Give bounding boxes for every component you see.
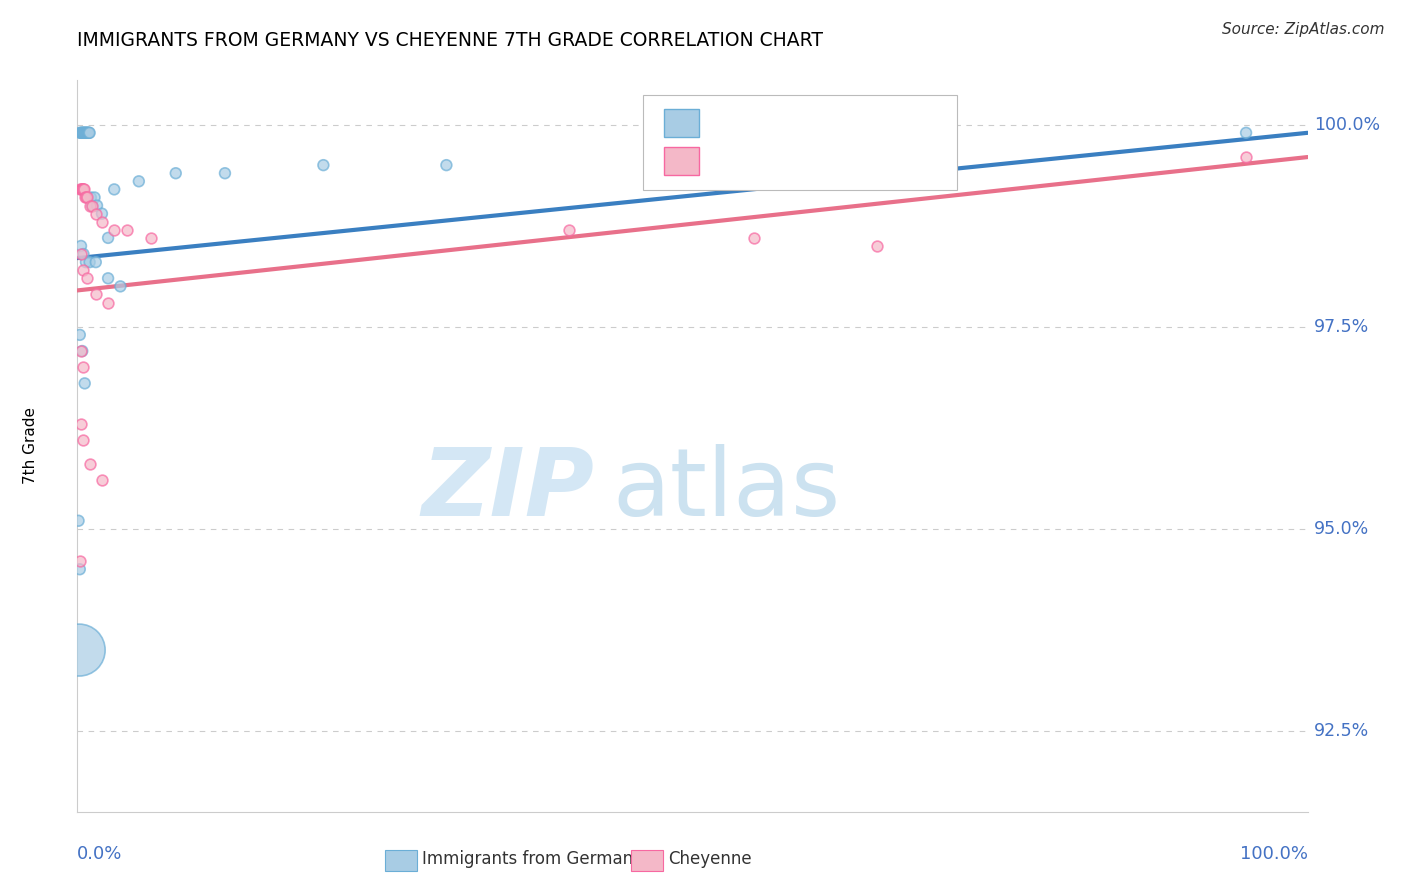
Point (558, 223, 581, 237)
Text: 100.0%: 100.0% (1240, 845, 1308, 863)
Point (90, 474, 114, 488)
Point (76, 126, 98, 140)
Point (75, 255, 97, 269)
Point (67, 514, 90, 528)
Point (436, 158, 458, 172)
Point (1234, 126, 1257, 140)
Point (82, 198, 104, 212)
Point (77, 126, 100, 140)
Point (72, 433, 94, 447)
Point (70, 126, 93, 140)
FancyBboxPatch shape (631, 850, 664, 871)
Point (73, 126, 96, 140)
Point (73, 126, 96, 140)
Point (72, 360, 94, 375)
Text: Cheyenne: Cheyenne (668, 850, 751, 868)
Point (82, 198, 104, 212)
Point (84, 255, 107, 269)
Point (75, 126, 97, 140)
Text: ZIP: ZIP (422, 444, 595, 536)
Text: R = 0.277   N = 33: R = 0.277 N = 33 (713, 152, 891, 170)
Text: Immigrants from Germany: Immigrants from Germany (422, 850, 643, 868)
Point (70, 344, 93, 359)
Point (214, 166, 236, 180)
Point (103, 223, 125, 237)
Point (84, 207, 107, 221)
Point (76, 126, 98, 140)
Point (97, 271, 120, 285)
Point (312, 158, 335, 172)
Point (115, 223, 138, 237)
Point (70, 247, 93, 261)
Point (70, 344, 93, 359)
Point (69, 562, 91, 576)
Point (75, 126, 97, 140)
Point (79, 198, 101, 212)
Point (73, 182, 96, 196)
Point (103, 182, 125, 196)
Point (70, 239, 93, 253)
Point (1234, 150, 1257, 164)
Point (97, 231, 120, 245)
Point (76, 190, 98, 204)
Point (70, 182, 93, 196)
Point (70, 182, 93, 196)
Point (76, 271, 98, 285)
Point (70, 126, 93, 140)
Point (86, 198, 108, 212)
Point (97, 295, 120, 310)
Text: 92.5%: 92.5% (1313, 722, 1369, 739)
Point (79, 457, 101, 471)
Point (73, 190, 96, 204)
Point (128, 174, 150, 188)
Point (70, 417, 93, 431)
Text: Source: ZipAtlas.com: Source: ZipAtlas.com (1222, 22, 1385, 37)
Point (90, 215, 114, 229)
Point (742, 231, 765, 245)
Text: R = 0.461   N = 42: R = 0.461 N = 42 (713, 113, 891, 132)
Point (84, 287, 107, 301)
Point (90, 207, 114, 221)
Point (70, 182, 93, 196)
Point (79, 255, 101, 269)
Point (79, 126, 101, 140)
Point (72, 182, 94, 196)
Point (72, 247, 94, 261)
Point (80, 190, 103, 204)
FancyBboxPatch shape (664, 109, 699, 136)
Point (72, 126, 94, 140)
Point (77, 126, 100, 140)
Point (72, 182, 94, 196)
Text: 97.5%: 97.5% (1313, 318, 1369, 335)
FancyBboxPatch shape (664, 147, 699, 175)
FancyBboxPatch shape (385, 850, 418, 871)
Point (110, 279, 132, 293)
Point (67, 643, 90, 657)
Text: 95.0%: 95.0% (1313, 520, 1369, 538)
Point (70, 126, 93, 140)
Point (75, 190, 97, 204)
Point (76, 126, 98, 140)
FancyBboxPatch shape (644, 95, 957, 190)
Text: 7th Grade: 7th Grade (22, 408, 38, 484)
Point (73, 376, 96, 391)
Text: IMMIGRANTS FROM GERMANY VS CHEYENNE 7TH GRADE CORRELATION CHART: IMMIGRANTS FROM GERMANY VS CHEYENNE 7TH … (77, 31, 824, 50)
Point (165, 166, 187, 180)
Point (69, 126, 91, 140)
Point (83, 190, 105, 204)
Point (69, 327, 91, 342)
Point (69, 554, 91, 568)
Point (69, 182, 91, 196)
Point (141, 231, 163, 245)
Point (866, 239, 889, 253)
Text: atlas: atlas (613, 444, 841, 536)
Text: 100.0%: 100.0% (1313, 116, 1379, 134)
Text: 0.0%: 0.0% (77, 845, 122, 863)
Point (72, 263, 94, 277)
Point (72, 126, 94, 140)
